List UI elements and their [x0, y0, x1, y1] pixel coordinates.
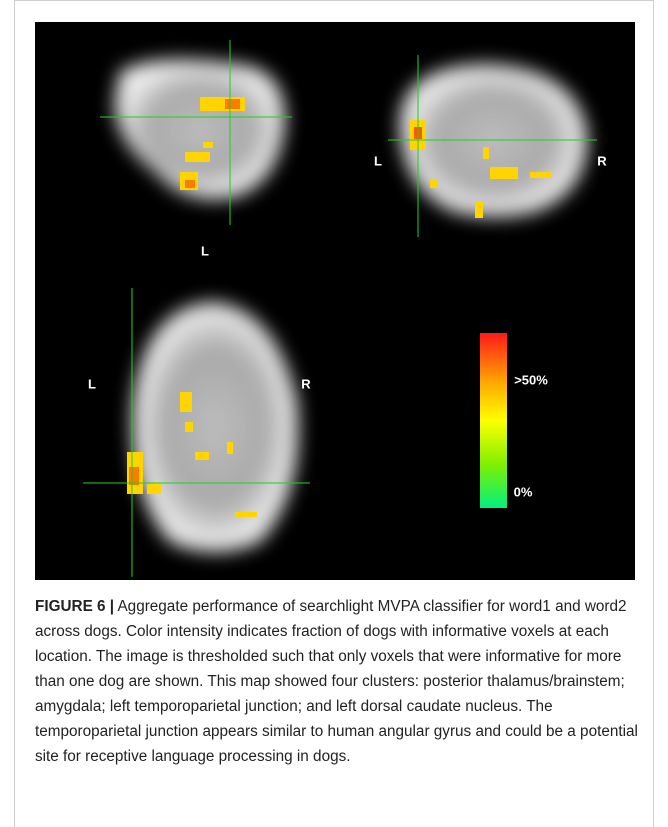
orientation-label: R: [597, 153, 607, 168]
colorbar-label: 0%: [514, 484, 533, 499]
caption-label: FIGURE 6 |: [35, 598, 114, 615]
page: {"figure": { "labels": { "sagittal_l": "…: [0, 0, 668, 827]
colorbar-label: >50%: [514, 372, 548, 387]
orientation-label: L: [374, 153, 382, 168]
orientation-label: R: [301, 376, 311, 391]
orientation-label: L: [201, 243, 209, 258]
brain-figure: L L R L R >50% 0%: [35, 22, 635, 580]
orientation-label: L: [88, 376, 96, 391]
caption-text: Aggregate performance of searchlight MVP…: [35, 598, 638, 765]
caption: FIGURE 6 | Aggregate performance of sear…: [35, 594, 647, 769]
colorbar: [480, 333, 507, 508]
